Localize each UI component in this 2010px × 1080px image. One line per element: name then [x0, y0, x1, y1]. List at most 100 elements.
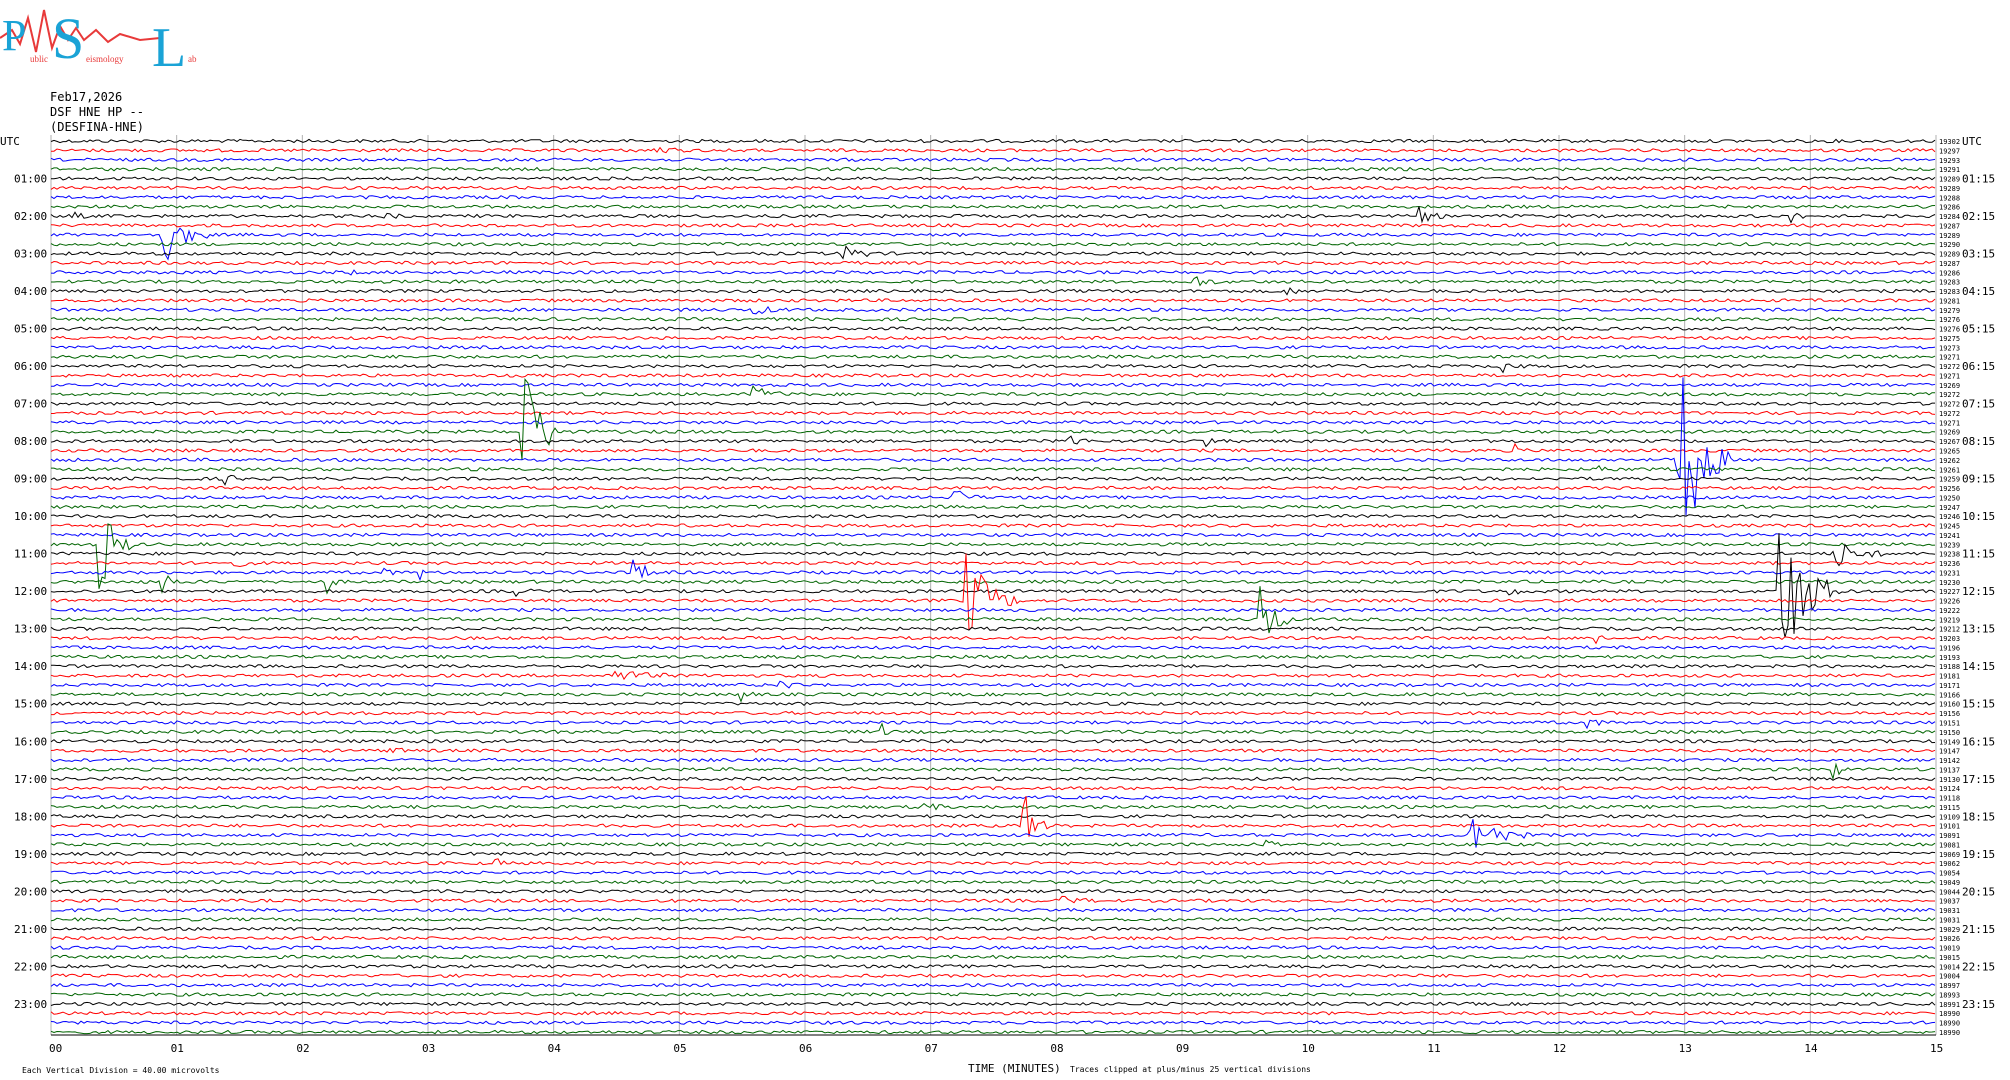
right-time-label: 16:15: [1962, 735, 1995, 748]
trace-row-89: [50, 964, 1936, 969]
row-count-label: 18997: [1939, 982, 1960, 990]
left-hour-label: 13:00: [14, 623, 47, 636]
trace-row-30: [51, 410, 1936, 416]
x-tick-label: 10: [1302, 1042, 1315, 1055]
trace-row-23: [50, 345, 1936, 350]
row-count-label: 19193: [1939, 654, 1960, 662]
trace-row-94: [50, 1010, 1936, 1016]
seismic-traces: [50, 138, 1936, 1035]
row-count-label: 19279: [1939, 307, 1960, 315]
row-count-label: 19212: [1939, 626, 1960, 634]
trace-row-21: [50, 326, 1936, 331]
trace-row-16: [51, 276, 1936, 287]
x-axis-label: TIME (MINUTES): [968, 1062, 1061, 1075]
row-count-label: 19272: [1939, 391, 1960, 399]
row-count-label: 19150: [1939, 729, 1960, 737]
trace-row-50: [50, 553, 1936, 631]
left-hour-label: 23:00: [14, 998, 47, 1011]
row-count-label: 19245: [1939, 523, 1960, 531]
trace-row-87: [50, 945, 1936, 950]
x-tick-label: 13: [1679, 1042, 1692, 1055]
trace-row-95: [50, 1020, 1936, 1025]
row-count-label: 19031: [1939, 907, 1960, 915]
trace-row-19: [50, 305, 1936, 315]
right-time-label: 07:15: [1962, 398, 1995, 411]
trace-row-56: [50, 654, 1936, 660]
trace-row-52: [50, 586, 1936, 634]
trace-row-77: [50, 851, 1936, 856]
trace-row-82: [50, 895, 1935, 904]
row-count-label: 19236: [1939, 560, 1960, 568]
trace-row-93: [50, 1001, 1936, 1007]
row-count-label: 19230: [1939, 579, 1960, 587]
row-count-label: 19142: [1939, 757, 1960, 765]
trace-row-15: [50, 269, 1936, 276]
row-count-label: 19137: [1939, 766, 1960, 774]
right-time-label: 22:15: [1962, 960, 1995, 973]
trace-row-9: [50, 206, 1936, 224]
plot-labels: 00 01 02 03 04 05 06 07 08 09 10 11 12 13 14 1519302192…: [14, 138, 1995, 1055]
right-time-label: 15:15: [1962, 698, 1995, 711]
trace-row-20: [50, 316, 1936, 322]
x-tick-label: 11: [1427, 1042, 1440, 1055]
row-count-label: 19284: [1939, 213, 1960, 221]
row-count-label: 19289: [1939, 232, 1960, 240]
row-count-label: 19283: [1939, 279, 1960, 287]
row-count-label: 19019: [1939, 945, 1960, 953]
row-count-label: 19288: [1939, 194, 1960, 202]
trace-row-36: [51, 465, 1936, 472]
row-count-label: 18991: [1939, 1001, 1960, 1009]
row-count-label: 19115: [1939, 804, 1960, 812]
row-count-label: 19265: [1939, 448, 1960, 456]
trace-row-38: [50, 485, 1936, 491]
trace-row-6: [50, 185, 1936, 191]
trace-row-49: [50, 533, 1936, 638]
trace-row-46: [50, 560, 1936, 568]
trace-row-12: [50, 241, 1936, 247]
row-count-label: 19171: [1939, 682, 1960, 690]
trace-row-48: [50, 575, 1936, 595]
trace-row-75: [50, 819, 1936, 848]
row-count-label: 19269: [1939, 429, 1960, 437]
left-hour-label: 19:00: [14, 848, 47, 861]
trace-row-25: [50, 363, 1936, 374]
row-count-label: 19281: [1939, 297, 1960, 305]
row-count-label: 19283: [1939, 288, 1960, 296]
row-count-label: 18993: [1939, 991, 1960, 999]
trace-row-18: [50, 298, 1936, 303]
row-count-label: 19289: [1939, 185, 1960, 193]
row-count-label: 19241: [1939, 532, 1960, 540]
row-count-label: 19271: [1939, 354, 1960, 362]
trace-row-47: [50, 559, 1936, 582]
trace-row-41: [50, 513, 1936, 519]
trace-row-3: [50, 157, 1936, 163]
row-count-label: 19276: [1939, 316, 1960, 324]
row-count-label: 19273: [1939, 344, 1960, 352]
row-count-label: 19081: [1939, 841, 1960, 849]
row-count-label: 19181: [1939, 673, 1960, 681]
row-count-label: 19247: [1939, 504, 1960, 512]
row-count-label: 19166: [1939, 691, 1960, 699]
row-count-label: 19037: [1939, 898, 1960, 906]
trace-row-27: [50, 382, 1936, 388]
trace-row-13: [50, 245, 1936, 260]
row-count-label: 19219: [1939, 616, 1960, 624]
row-count-label: 19015: [1939, 954, 1960, 962]
row-count-label: 18990: [1939, 1010, 1960, 1018]
row-count-label: 19188: [1939, 663, 1960, 671]
row-count-label: 19287: [1939, 260, 1960, 268]
trace-row-1: [50, 138, 1936, 144]
row-count-label: 19289: [1939, 251, 1960, 259]
clip-note: Traces clipped at plus/minus 25 vertical…: [1070, 1065, 1311, 1074]
right-time-label: 19:15: [1962, 848, 1995, 861]
right-time-label: 14:15: [1962, 660, 1995, 673]
left-hour-label: 21:00: [14, 923, 47, 936]
row-count-label: 19151: [1939, 719, 1960, 727]
trace-row-62: [51, 710, 1936, 716]
logo-wave-icon: [0, 9, 161, 53]
trace-row-66: [50, 747, 1936, 754]
row-count-label: 19269: [1939, 382, 1960, 390]
trace-row-65: [50, 738, 1936, 744]
row-count-label: 19276: [1939, 326, 1960, 334]
trace-row-32: [50, 377, 1936, 460]
